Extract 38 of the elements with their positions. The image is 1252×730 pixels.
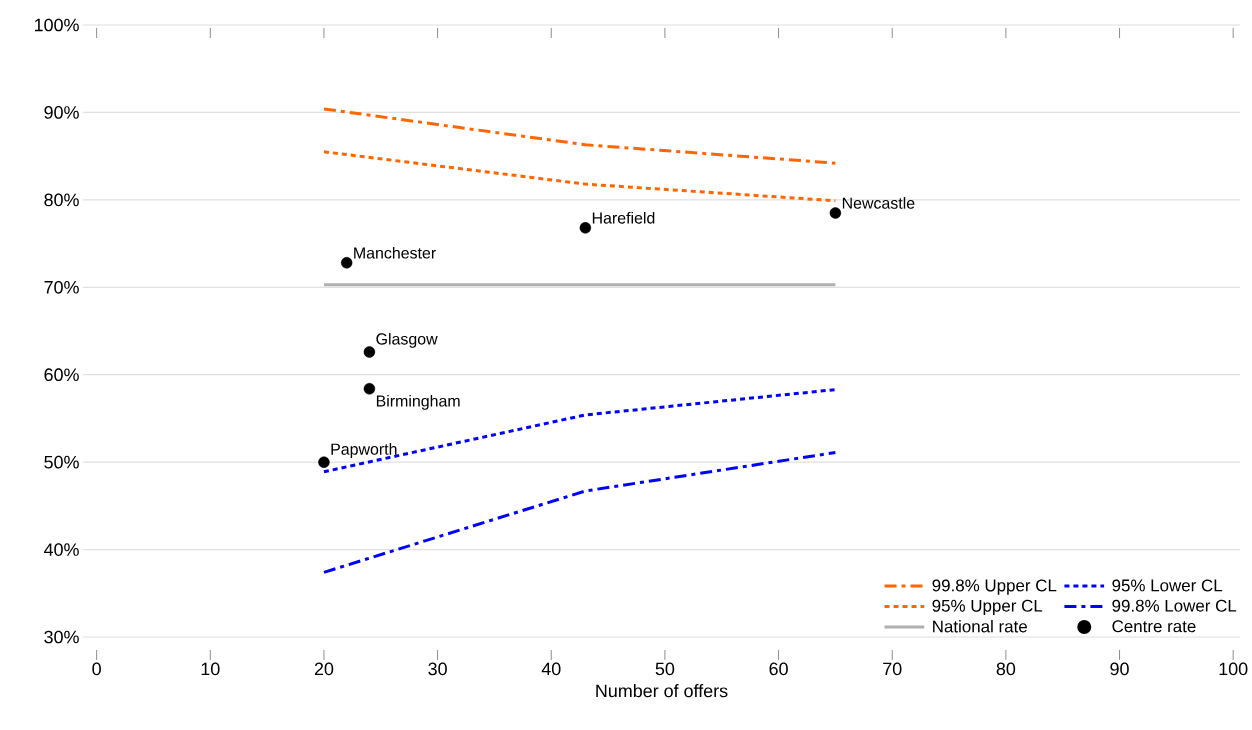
- annotation: Manchester: [354, 246, 436, 259]
- x-tick-label: 0: [92, 662, 101, 676]
- x-tick-label: 40: [541, 662, 561, 676]
- legend-label: National rate: [933, 620, 1027, 633]
- y-tick-label: 90%: [44, 106, 79, 119]
- x-axis-title: Number of offers: [596, 684, 728, 698]
- point: [340, 257, 353, 269]
- x-tick-label: 20: [314, 662, 334, 676]
- annotation: Newcastle: [842, 197, 915, 209]
- point: [318, 456, 330, 468]
- y-tick-label: 50%: [44, 455, 79, 469]
- x-tick-label: 70: [883, 662, 902, 676]
- annotation: Harefield: [592, 211, 655, 224]
- legend-label: 99.8% Lower CL: [1112, 599, 1237, 612]
- y-tick-label: 30%: [44, 630, 79, 644]
- y-tick-label: 80%: [44, 193, 79, 207]
- annotation: Papworth: [331, 443, 397, 458]
- legend-label: 95% Lower CL: [1112, 579, 1223, 592]
- x-tick-label: 10: [201, 662, 220, 676]
- point: [363, 346, 376, 358]
- legend-label: 95% Upper CL: [932, 599, 1043, 616]
- y-tick-label: 100%: [34, 18, 79, 32]
- legend-label: Centre rate: [1112, 620, 1196, 633]
- y-tick-label: 60%: [44, 368, 79, 382]
- annotation: Glasgow: [376, 332, 438, 348]
- y-tick-label: 70%: [44, 280, 79, 294]
- x-tick-label: 30: [428, 662, 447, 676]
- x-tick-label: 80: [996, 662, 1016, 676]
- annotation: Birmingham: [376, 394, 460, 410]
- x-tick-label: 90: [1110, 662, 1129, 676]
- point: [363, 383, 376, 395]
- y-tick-label: 40%: [43, 543, 79, 556]
- point: [829, 207, 842, 219]
- x-tick-label: 50: [655, 662, 675, 676]
- x-tick-label: 100: [1219, 662, 1248, 676]
- x-tick-label: 60: [769, 662, 788, 676]
- legend-label: 99.8% Upper CL: [932, 579, 1057, 595]
- point: [579, 222, 592, 234]
